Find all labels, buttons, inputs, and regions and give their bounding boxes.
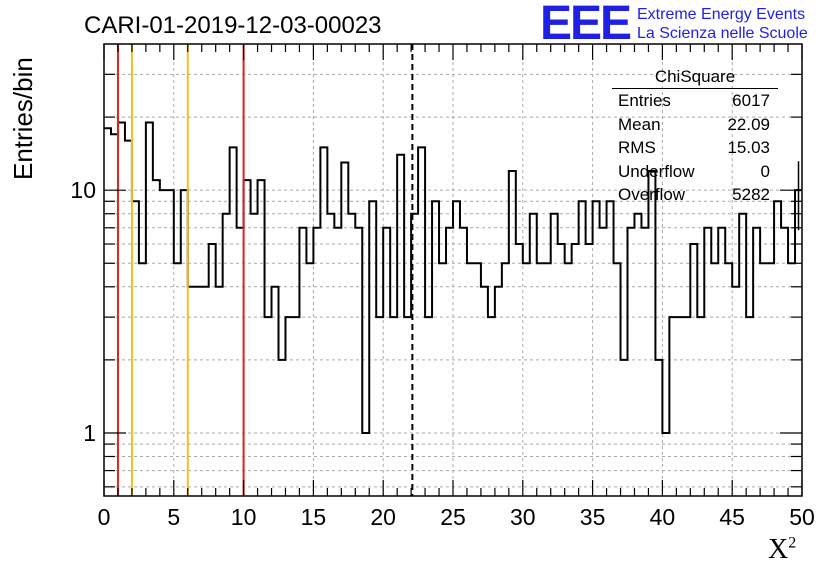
stats-value: 0 (760, 161, 770, 181)
stats-row: Overflow 5282 (612, 183, 778, 207)
x-tick-label: 40 (650, 504, 676, 530)
y-tick-label: 10 (70, 177, 96, 203)
stats-value: 22.09 (727, 114, 770, 134)
x-tick-label: 15 (301, 504, 327, 530)
x-tick-label: 45 (719, 504, 745, 530)
x-tick-label: 20 (370, 504, 396, 530)
stats-value: 6017 (732, 91, 770, 110)
chart-title: CARI-01-2019-12-03-00023 (84, 12, 382, 39)
y-axis-label: Entries/bin (8, 57, 38, 180)
stats-value: 5282 (732, 185, 770, 204)
y-tick-label: 1 (83, 420, 96, 446)
x-axis-label: X2 (768, 534, 797, 565)
x-tick-label: 35 (580, 504, 606, 530)
stats-label: Mean (618, 114, 661, 134)
stats-row: Mean 22.09 (612, 113, 778, 137)
stats-label: Entries (618, 91, 671, 110)
logo-line-1: Extreme Energy Events (637, 6, 806, 23)
stats-row: RMS 15.03 (612, 136, 778, 160)
x-tick-label: 10 (231, 504, 257, 530)
x-tick-label: 5 (167, 504, 180, 530)
x-tick-label: 25 (440, 504, 466, 530)
eee-logo: EEE (540, 0, 632, 50)
histogram-line (104, 121, 802, 434)
x-tick-label: 0 (98, 504, 111, 530)
stats-row: Entries 6017 (612, 89, 778, 113)
stats-label: Underflow (618, 161, 695, 181)
stats-label: Overflow (618, 185, 686, 204)
stats-label: RMS (618, 138, 656, 157)
x-tick-label: 30 (510, 504, 536, 530)
stats-box-title: ChiSquare (612, 66, 778, 89)
x-tick-label: 50 (789, 504, 815, 530)
stats-row: Underflow 0 (612, 160, 778, 184)
logo-line-2: La Scienza nelle Scuole (637, 25, 808, 42)
stats-value: 15.03 (727, 138, 770, 157)
stats-box: ChiSquare Entries 6017 Mean 22.09 RMS 15.03… (612, 66, 778, 207)
